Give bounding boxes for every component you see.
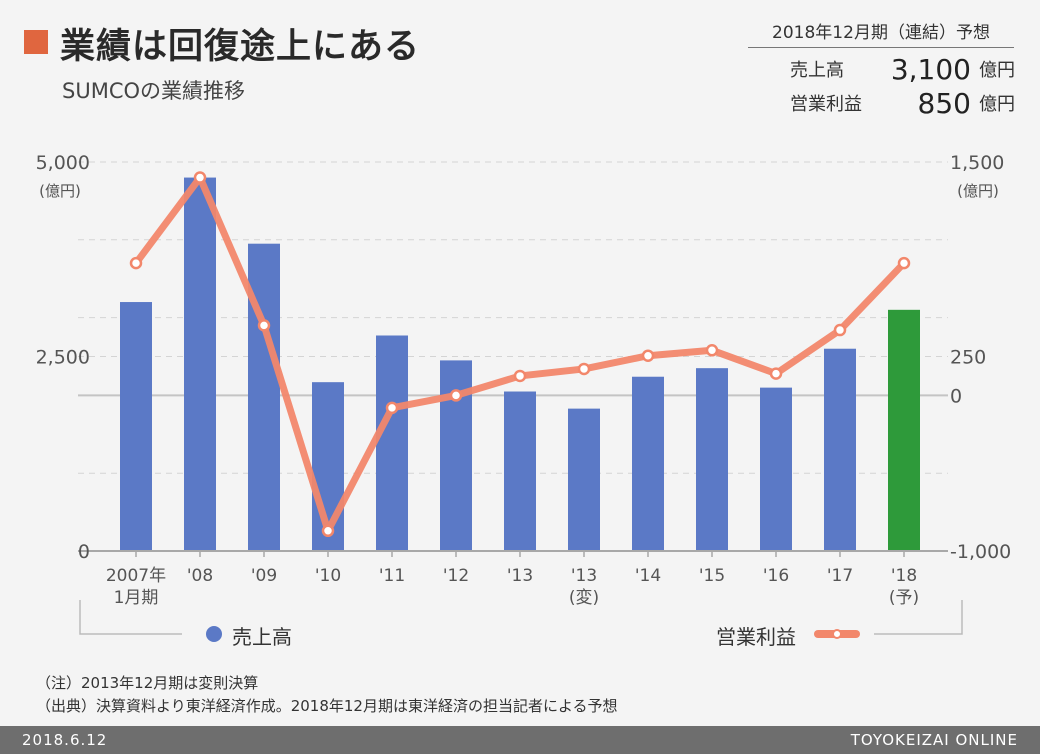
profit-point — [193, 171, 207, 184]
x-axis-tick-label: '13 — [571, 566, 597, 586]
x-axis-tick-label: 1月期 — [114, 588, 159, 608]
forecast-sales-value: 3,100 — [890, 53, 971, 86]
note-source: （出典）決算資料より東洋経済作成。2018年12月期は東洋経済の担当記者による予… — [36, 697, 618, 715]
x-axis-tick-label: '17 — [827, 566, 853, 586]
x-axis-tick-label: '15 — [699, 566, 725, 586]
note-irregular-period: （注）2013年12月期は変則決算 — [36, 674, 259, 692]
forecast-heading: 2018年12月期（連結）予想 — [748, 18, 1014, 48]
legend-sales-icon — [206, 626, 222, 642]
forecast-row-profit: 営業利益 850 億円 — [760, 86, 1015, 120]
x-axis-tick-label: '16 — [763, 566, 789, 586]
sales-bar — [504, 391, 536, 551]
profit-point — [321, 524, 335, 538]
left-axis-tick-label: 0 — [78, 541, 90, 563]
footer-brand: TOYOKEIZAI ONLINE — [850, 731, 1018, 749]
forecast-profit-value: 850 — [917, 87, 971, 120]
profit-point — [449, 389, 463, 402]
forecast-sales-unit: 億円 — [979, 60, 1015, 81]
profit-point — [641, 349, 655, 362]
sales-bar — [376, 335, 408, 551]
sales-bar — [248, 243, 280, 551]
x-axis-tick-label: '14 — [635, 566, 661, 586]
page-subtitle: SUMCOの業績推移 — [62, 79, 246, 103]
right-axis-tick-label: 1,500 — [950, 152, 1004, 174]
x-axis-tick-label: '10 — [315, 566, 341, 586]
x-axis-tick-label: '08 — [187, 566, 213, 586]
profit-point — [705, 344, 719, 357]
sales-bar — [632, 376, 664, 551]
sales-bar — [184, 177, 216, 551]
sales-profit-chart: 5,000 2,500 0 (億円) 1,500 250 0 -1,000 (億円) 2007年1… — [36, 152, 1011, 635]
right-axis-tick-label: -1,000 — [950, 541, 1011, 563]
right-axis-tick-label: 0 — [950, 385, 962, 407]
forecast-sales-label: 売上高 — [790, 60, 844, 81]
x-axis-tick-label: '12 — [443, 566, 469, 586]
forecast-row-sales: 売上高 3,100 億円 — [760, 52, 1015, 86]
title-marker-icon — [24, 30, 48, 54]
x-axis-tick-label: '11 — [379, 566, 405, 586]
profit-point — [897, 256, 911, 270]
left-axis-tick-label: 2,500 — [36, 347, 90, 369]
x-axis-tick-label: '18 — [891, 566, 917, 586]
x-axis-tick-label: '13 — [507, 566, 533, 586]
legend-frame-left — [79, 600, 182, 635]
sales-bar — [760, 387, 792, 551]
legend-frame-right — [874, 600, 963, 635]
x-axis-tick-label: (変) — [569, 588, 599, 608]
forecast-profit-unit: 億円 — [979, 94, 1015, 115]
sales-bar — [120, 302, 152, 551]
x-axis-tick-label: 2007年 — [106, 566, 166, 586]
left-axis-tick-label: 5,000 — [36, 152, 90, 174]
right-axis-unit: (億円) — [957, 182, 999, 200]
x-axis-tick-label: '09 — [251, 566, 277, 586]
legend-profit-label: 営業利益 — [716, 625, 796, 649]
x-axis-tick-label: (予) — [889, 588, 919, 608]
profit-point — [129, 256, 143, 270]
profit-point — [257, 319, 271, 332]
sales-bar — [888, 309, 920, 551]
profit-point — [769, 367, 783, 380]
profit-point — [385, 401, 399, 415]
legend-profit-icon — [814, 629, 860, 639]
sales-bar — [568, 408, 600, 551]
footer-date: 2018.6.12 — [22, 731, 108, 749]
legend-sales-label: 売上高 — [232, 625, 292, 649]
profit-point — [577, 362, 591, 376]
page-title: 業績は回復途上にある — [60, 27, 421, 67]
profit-point — [833, 323, 847, 337]
profit-point — [513, 369, 527, 383]
forecast-profit-label: 営業利益 — [790, 94, 862, 115]
sales-bar — [696, 368, 728, 551]
right-axis-tick-label: 250 — [950, 347, 986, 369]
footer-bar: 2018.6.12 TOYOKEIZAI ONLINE — [0, 726, 1040, 754]
left-axis-unit: (億円) — [39, 182, 81, 200]
sales-bar — [824, 348, 856, 551]
